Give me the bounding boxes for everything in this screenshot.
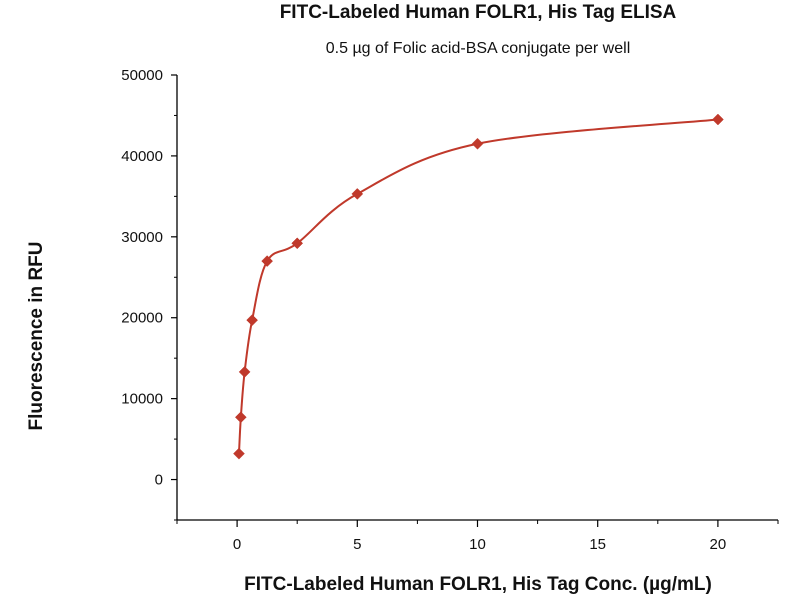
y-tick-label: 10000 — [121, 391, 163, 408]
x-tick-label: 10 — [469, 536, 486, 553]
chart-subtitle: 0.5 µg of Folic acid-BSA conjugate per w… — [326, 40, 631, 57]
data-point — [234, 411, 247, 424]
chart-title: FITC-Labeled Human FOLR1, His Tag ELISA — [280, 2, 677, 23]
data-point — [238, 366, 251, 378]
y-tick-label: 40000 — [121, 148, 163, 165]
data-points — [233, 113, 724, 460]
data-point — [471, 137, 484, 150]
y-tick-label: 30000 — [121, 229, 163, 246]
ticks: 0 10000 20000 30000 40000 50000 0 5 10 15 20 — [121, 67, 779, 553]
y-tick-label: 20000 — [121, 310, 163, 327]
x-tick-label: 0 — [233, 536, 241, 553]
fit-curve — [237, 118, 719, 454]
y-axis-title: Fluorescence in RFU — [26, 242, 47, 431]
data-point — [351, 188, 364, 200]
x-axis-title: FITC-Labeled Human FOLR1, His Tag Conc. … — [244, 574, 712, 595]
data-point — [712, 113, 724, 126]
y-tick-label: 50000 — [121, 67, 163, 84]
data-point — [291, 237, 304, 250]
x-tick-label: 15 — [589, 536, 606, 553]
x-tick-label: 5 — [353, 536, 361, 553]
data-point — [246, 314, 258, 327]
data-point — [233, 447, 245, 460]
x-tick-label: 20 — [710, 536, 727, 553]
data-point — [261, 255, 274, 267]
y-tick-label: 0 — [155, 472, 163, 489]
